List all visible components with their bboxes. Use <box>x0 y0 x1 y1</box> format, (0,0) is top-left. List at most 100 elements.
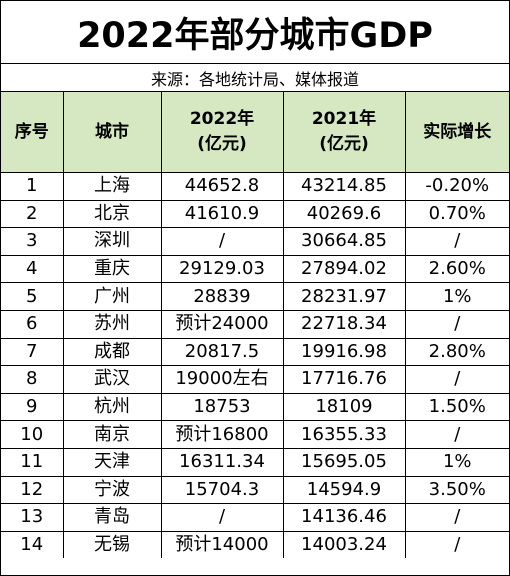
cell-gdp-2021: 43214.85 <box>282 172 406 201</box>
cell-rank: 14 <box>1 530 64 559</box>
cell-growth: -0.20% <box>404 172 509 201</box>
cell-city: 武汉 <box>62 365 162 394</box>
cell-gdp-2022: 19000左右 <box>160 365 284 394</box>
cell-gdp-2021: 22718.34 <box>282 309 406 339</box>
cell-gdp-2021: 28231.97 <box>282 282 406 311</box>
cell-growth: 1% <box>404 447 509 477</box>
cell-rank: 13 <box>1 503 64 532</box>
cell-gdp-2021: 27894.02 <box>282 254 406 284</box>
cell-growth: / <box>404 420 509 449</box>
cell-city: 南京 <box>62 420 162 449</box>
table-body: 1 上海 44652.8 43214.85 -0.20% 2 北京 41610.9 40269.… <box>1 172 509 559</box>
cell-growth: 2.80% <box>404 337 509 367</box>
cell-rank: 10 <box>1 420 64 449</box>
cell-gdp-2022: 28839 <box>160 282 284 311</box>
cell-gdp-2021: 30664.85 <box>282 227 406 256</box>
table-row: 1 上海 44652.8 43214.85 -0.20% <box>1 172 509 201</box>
header-gdp-2022-year: 2022年 <box>189 109 255 129</box>
header-growth: 实际增长 <box>404 92 509 173</box>
cell-gdp-2021: 15695.05 <box>282 447 406 477</box>
cell-rank: 11 <box>1 447 64 477</box>
cell-city: 北京 <box>62 199 162 229</box>
page-title: 2022年部分城市GDP <box>77 15 433 56</box>
table-row: 14 无锡 预计14000 14003.24/ <box>1 530 509 559</box>
cell-gdp-2022: / <box>160 503 284 532</box>
header-rank: 序号 <box>1 92 64 173</box>
cell-rank: 5 <box>1 282 64 311</box>
cell-growth: 2.60% <box>404 254 509 284</box>
cell-city: 青岛 <box>62 503 162 532</box>
cell-gdp-2022: 41610.9 <box>160 199 284 229</box>
table-row: 13 青岛/14136.46/ <box>1 503 509 532</box>
cell-gdp-2021: 40269.6 <box>282 199 406 229</box>
cell-rank: 12 <box>1 475 64 505</box>
cell-gdp-2022: 预计24000 <box>160 309 284 339</box>
gdp-table: 序号 城市 2022年 (亿元) 2021年 (亿元) 实际增长 1 上海 4465… <box>1 92 509 559</box>
cell-gdp-2022: 18753 <box>160 392 284 422</box>
cell-gdp-2021: 19916.98 <box>282 337 406 367</box>
cell-growth: / <box>404 309 509 339</box>
cell-city: 宁波 <box>62 475 162 505</box>
cell-rank: 2 <box>1 199 64 229</box>
cell-gdp-2022: 预计16800 <box>160 420 284 449</box>
cell-city: 成都 <box>62 337 162 367</box>
cell-rank: 1 <box>1 172 64 201</box>
cell-gdp-2022: / <box>160 227 284 256</box>
cell-gdp-2022: 20817.5 <box>160 337 284 367</box>
source-note: 来源：各地统计局、媒体报道 <box>150 69 359 89</box>
title-bar: 2022年部分城市GDP <box>1 1 509 64</box>
cell-gdp-2022: 16311.34 <box>160 447 284 477</box>
cell-gdp-2022: 29129.03 <box>160 254 284 284</box>
table-row: 7 成都 20817.5 19916.98 2.80% <box>1 337 509 367</box>
cell-rank: 9 <box>1 392 64 422</box>
table-row: 9 杭州 18753 18109 1.50% <box>1 392 509 422</box>
cell-growth: 0.70% <box>404 199 509 229</box>
header-gdp-2021-unit: (亿元) <box>319 134 369 154</box>
table-row: 5 广州 28839 28231.97 1% <box>1 282 509 311</box>
cell-rank: 8 <box>1 365 64 394</box>
cell-growth: 1% <box>404 282 509 311</box>
header-gdp-2022: 2022年 (亿元) <box>160 92 284 173</box>
cell-gdp-2022: 预计14000 <box>160 530 284 559</box>
cell-growth: / <box>404 530 509 559</box>
table-row: 8 武汉 19000左右 17716.76/ <box>1 365 509 394</box>
cell-rank: 3 <box>1 227 64 256</box>
table-row: 10 南京 预计16800 16355.33/ <box>1 420 509 449</box>
cell-gdp-2021: 14003.24 <box>282 530 406 559</box>
cell-gdp-2022: 15704.3 <box>160 475 284 505</box>
cell-growth: / <box>404 365 509 394</box>
cell-city: 天津 <box>62 447 162 477</box>
table-row: 3 深圳/30664.85/ <box>1 227 509 256</box>
header-row: 序号 城市 2022年 (亿元) 2021年 (亿元) 实际增长 <box>1 92 509 173</box>
table-row: 12 宁波 15704.3 14594.9 3.50% <box>1 475 509 505</box>
cell-city: 无锡 <box>62 530 162 559</box>
cell-city: 深圳 <box>62 227 162 256</box>
cell-city: 广州 <box>62 282 162 311</box>
cell-gdp-2022: 44652.8 <box>160 172 284 201</box>
header-gdp-2021-year: 2021年 <box>311 109 377 129</box>
cell-city: 上海 <box>62 172 162 201</box>
source-bar: 来源：各地统计局、媒体报道 <box>1 64 509 92</box>
cell-growth: / <box>404 227 509 256</box>
cell-city: 苏州 <box>62 309 162 339</box>
table-row: 4 重庆 29129.03 27894.02 2.60% <box>1 254 509 284</box>
cell-gdp-2021: 18109 <box>282 392 406 422</box>
cell-growth: 1.50% <box>404 392 509 422</box>
cell-gdp-2021: 14594.9 <box>282 475 406 505</box>
cell-rank: 4 <box>1 254 64 284</box>
cell-city: 杭州 <box>62 392 162 422</box>
cell-city: 重庆 <box>62 254 162 284</box>
cell-growth: 3.50% <box>404 475 509 505</box>
header-gdp-2022-unit: (亿元) <box>197 134 247 154</box>
cell-rank: 7 <box>1 337 64 367</box>
cell-growth: / <box>404 503 509 532</box>
cell-gdp-2021: 14136.46 <box>282 503 406 532</box>
table-row: 6 苏州 预计24000 22718.34/ <box>1 309 509 339</box>
header-city: 城市 <box>62 92 162 173</box>
cell-gdp-2021: 16355.33 <box>282 420 406 449</box>
header-gdp-2021: 2021年 (亿元) <box>282 92 406 173</box>
table-row: 11 天津 16311.34 15695.05 1% <box>1 447 509 477</box>
cell-rank: 6 <box>1 309 64 339</box>
table-row: 2 北京 41610.9 40269.6 0.70% <box>1 199 509 229</box>
